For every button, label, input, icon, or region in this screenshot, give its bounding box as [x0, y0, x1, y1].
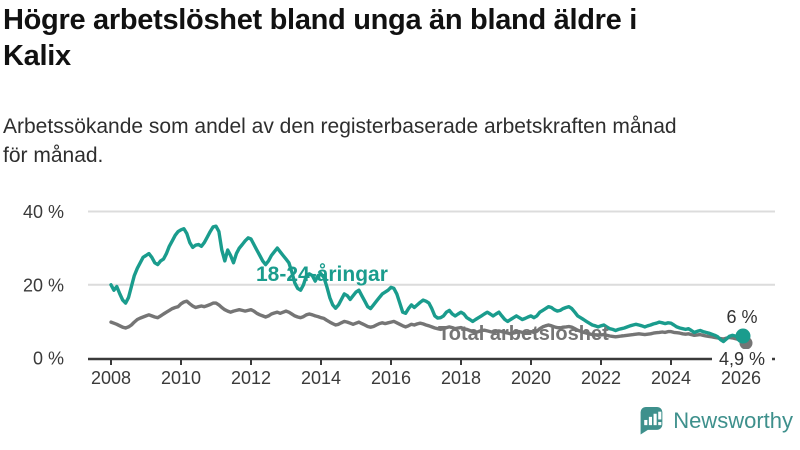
newsworthy-logo-icon: [640, 407, 663, 435]
newsworthy-branding: Newsworthy: [639, 407, 793, 435]
series-line-youth: [109, 224, 743, 344]
x-axis-label-2010: 2010: [161, 368, 201, 388]
unemployment-line-chart: 2008 2010 2012 2014 2016 2018 2020 2022 2024 2026…: [23, 202, 775, 388]
series-line-total: [109, 299, 743, 342]
series-label-total: Total arbetslöshet: [438, 323, 609, 345]
x-axis-label-2012: 2012: [231, 368, 271, 388]
y-axis-label-40: 40 %: [23, 202, 64, 222]
x-axis-label-2020: 2020: [511, 368, 551, 388]
newsworthy-logo-text: Newsworthy: [673, 408, 793, 433]
y-axis-label-0: 0 %: [33, 349, 64, 369]
x-axis-label-2018: 2018: [441, 368, 481, 388]
page-title: Högre arbetslöshet bland unga än bland ä…: [3, 4, 637, 72]
x-axis-label-2008: 2008: [91, 368, 131, 388]
end-value-label-total: 4,9 %: [719, 349, 765, 369]
end-value-label-bg: [712, 349, 772, 369]
end-dot-youth: [735, 328, 751, 344]
x-axis-label-2022: 2022: [581, 368, 621, 388]
x-axis-label-2024: 2024: [651, 368, 691, 388]
end-value-label-youth: 6 %: [726, 307, 757, 327]
x-axis-label-2026: 2026: [721, 368, 761, 388]
x-axis-label-2014: 2014: [301, 368, 341, 388]
y-axis-label-20: 20 %: [23, 275, 64, 295]
series-label-youth: 18-24-åringar: [256, 263, 388, 286]
page-subtitle: Arbetssökande som andel av den registerb…: [3, 115, 677, 167]
x-axis-label-2016: 2016: [371, 368, 411, 388]
